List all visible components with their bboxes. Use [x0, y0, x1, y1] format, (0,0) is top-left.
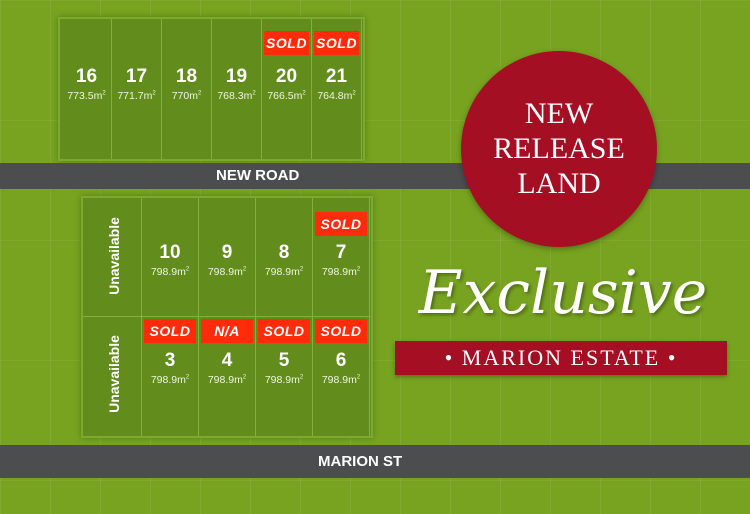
area-unit: 2	[299, 374, 304, 381]
lot[interactable]: SOLD 3 798.9m2	[142, 317, 199, 436]
lot[interactable]: 8 798.9m2	[256, 198, 313, 316]
new-release-badge: NEW RELEASE LAND	[461, 51, 657, 247]
lot-number: 19	[225, 66, 248, 87]
status-badge: SOLD	[264, 31, 309, 55]
lot-number: 20	[275, 66, 298, 87]
status-badge: SOLD	[144, 319, 196, 343]
area-unit: 2	[185, 266, 190, 273]
lot[interactable]: SOLD 5 798.9m2	[256, 317, 313, 436]
area-value: 768.3m	[217, 90, 253, 102]
lot-area: 798.9m2	[313, 374, 369, 386]
top-lot-block: 16 773.5m2 17 771.7m2 18 770m2 19 768.3m2 SOLD 20…	[58, 17, 365, 161]
lot-area: 798.9m2	[256, 266, 312, 278]
area-unit: 2	[242, 374, 247, 381]
lot[interactable]: 18 770m2	[162, 19, 212, 159]
lot-area: 773.5m2	[62, 90, 111, 102]
lot-number: 5	[278, 350, 290, 371]
status-badge: N/A	[201, 319, 253, 343]
lot[interactable]: 9 798.9m2	[199, 198, 256, 316]
lot-number: 7	[335, 242, 347, 263]
area-value: 798.9m	[264, 266, 300, 278]
lot[interactable]: SOLD 21 764.8m2	[312, 19, 362, 159]
area-value: 773.5m	[67, 90, 103, 102]
circle-line: RELEASE	[493, 132, 625, 165]
lot-area: 798.9m2	[313, 266, 369, 278]
lot-area: 798.9m2	[256, 374, 312, 386]
lot-number: 4	[221, 350, 233, 371]
circle-line: LAND	[517, 167, 601, 200]
area-value: 798.9m	[150, 266, 186, 278]
area-unit: 2	[152, 90, 156, 97]
exclusive-script-title: Exclusive	[418, 258, 708, 328]
lot-area: 764.8m2	[312, 90, 361, 102]
lot[interactable]: SOLD 20 766.5m2	[262, 19, 312, 159]
lower-lot-block: Unavailable Unavailable SOLD 3 798.9m2 N/A 4…	[81, 196, 373, 438]
area-value: 798.9m	[321, 374, 357, 386]
status-badge: SOLD	[314, 31, 359, 55]
lot-area: 766.5m2	[262, 90, 311, 102]
lot[interactable]: 19 768.3m2	[212, 19, 262, 159]
area-unit: 2	[356, 266, 361, 273]
lot[interactable]: SOLD 6 798.9m2	[313, 317, 370, 436]
area-unit: 2	[102, 90, 106, 97]
area-value: 770m	[171, 90, 198, 102]
lot-area: 771.7m2	[112, 90, 161, 102]
area-value: 798.9m	[207, 374, 243, 386]
lot-number: 8	[278, 242, 290, 263]
area-unit: 2	[299, 266, 304, 273]
circle-line: NEW	[524, 97, 594, 130]
lot-number: 18	[175, 66, 198, 87]
lot-number: 17	[125, 66, 148, 87]
area-unit: 2	[352, 90, 356, 97]
area-unit: 2	[185, 374, 190, 381]
lot[interactable]: N/A 4 798.9m2	[199, 317, 256, 436]
lot-area: 768.3m2	[212, 90, 261, 102]
marion-st-road	[0, 445, 750, 478]
lot-number: 10	[159, 242, 181, 263]
lot-area: 798.9m2	[199, 374, 255, 386]
status-badge: SOLD	[258, 319, 310, 343]
area-value: 771.7m	[117, 90, 153, 102]
area-value: 798.9m	[207, 266, 243, 278]
lot-number: 6	[335, 350, 347, 371]
area-unit: 2	[242, 266, 247, 273]
lot-number: 3	[164, 350, 176, 371]
lot-number: 9	[221, 242, 233, 263]
lot-number: 16	[75, 66, 98, 87]
lot[interactable]: 17 771.7m2	[112, 19, 162, 159]
lot-number: 21	[325, 66, 348, 87]
area-value: 798.9m	[321, 266, 357, 278]
lot-area: 798.9m2	[142, 374, 198, 386]
lot[interactable]: 16 773.5m2	[62, 19, 112, 159]
area-unit: 2	[356, 374, 361, 381]
area-unit: 2	[197, 90, 202, 97]
area-unit: 2	[302, 90, 306, 97]
area-value: 798.9m	[264, 374, 300, 386]
area-value: 766.5m	[267, 90, 303, 102]
lot[interactable]: SOLD 7 798.9m2	[313, 198, 370, 316]
status-badge: SOLD	[315, 212, 367, 236]
status-badge: SOLD	[315, 319, 367, 343]
area-value: 764.8m	[317, 90, 353, 102]
marion-st-label: MARION ST	[318, 453, 403, 470]
lot[interactable]: 10 798.9m2	[142, 198, 199, 316]
area-value: 798.9m	[150, 374, 186, 386]
lot-area: 798.9m2	[199, 266, 255, 278]
lot-area: 770m2	[162, 90, 211, 102]
area-unit: 2	[252, 90, 256, 97]
new-road-label: NEW ROAD	[216, 167, 300, 184]
estate-banner: • MARION ESTATE •	[395, 341, 727, 375]
lot-area: 798.9m2	[142, 266, 198, 278]
